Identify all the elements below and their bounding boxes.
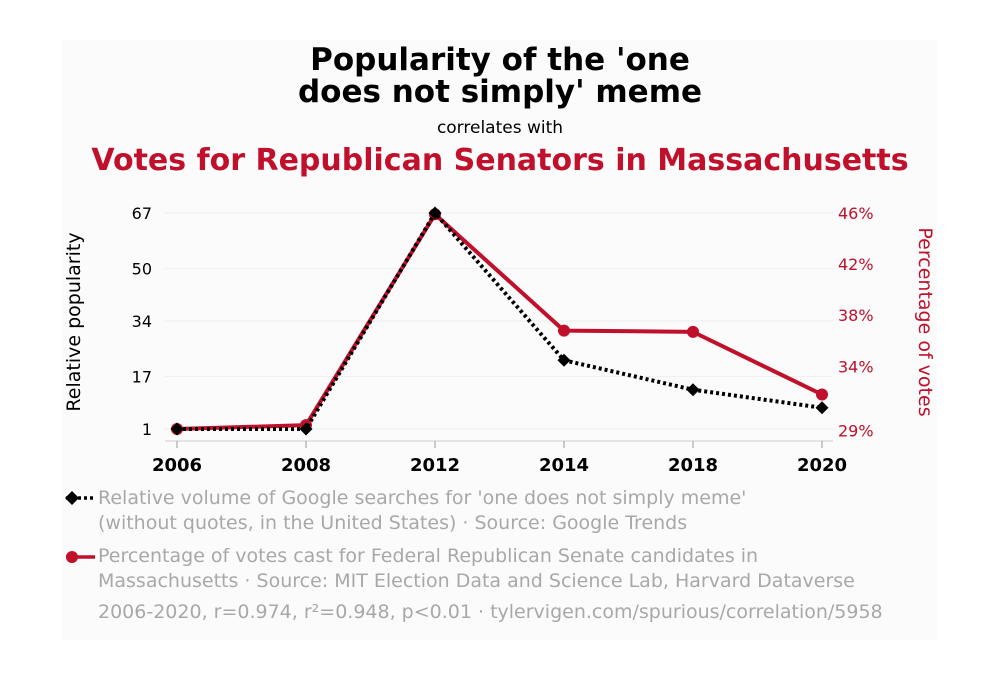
x-tick-label-4: 2018 <box>668 455 718 476</box>
point-popularity-2006 <box>170 422 184 436</box>
y-right-tick-label-2: 38% <box>838 306 874 325</box>
legend-item-series1: Relative volume of Google searches for '… <box>98 486 746 536</box>
y-left-tick-label-3: 50 <box>132 260 152 279</box>
point-popularity-2018 <box>686 383 700 397</box>
y-left-tick-label-1: 17 <box>132 368 152 387</box>
y-axis-left-label: Relative popularity <box>63 232 85 411</box>
legend-series2-line2: Massachusetts · Source: MIT Election Dat… <box>98 570 855 592</box>
y-right-tick-label-1: 34% <box>838 357 874 376</box>
chart-title-line1: Popularity of the 'one <box>310 42 690 78</box>
chart-subtitle: Votes for Republican Senators in Massach… <box>91 143 909 178</box>
point-votes-2014 <box>558 324 570 337</box>
legend-series1-line2: (without quotes, in the United States) ·… <box>98 512 688 534</box>
x-tick-label-5: 2020 <box>797 455 847 476</box>
legend-item-series2: Percentage of votes cast for Federal Rep… <box>98 544 855 594</box>
footnote-stats: 2006-2020, r=0.974, r²=0.948, p<0.01 · t… <box>98 601 883 623</box>
legend-series2-line1: Percentage of votes cast for Federal Rep… <box>98 545 759 567</box>
y-right-tick-label-0: 29% <box>838 421 874 440</box>
series-line-votes <box>176 212 823 431</box>
y-right-tick-label-3: 42% <box>838 255 874 274</box>
y-left-tick-label-0: 1 <box>142 420 152 439</box>
y-axis-right-label: Percentage of votes <box>914 227 936 416</box>
y-left-tick-label-4: 67 <box>132 204 152 223</box>
chart-panel <box>62 40 937 640</box>
legend-marker-series2 <box>66 551 95 563</box>
x-tick-label-0: 2006 <box>152 455 202 476</box>
y-right-tick-label-4: 46% <box>838 204 874 223</box>
point-votes-2018 <box>687 325 699 338</box>
x-tick-label-3: 2014 <box>539 455 589 476</box>
correlates-with-label: correlates with <box>436 118 564 138</box>
point-votes-2020 <box>816 388 828 401</box>
point-popularity-2012 <box>428 206 442 220</box>
legend-marker-series1 <box>65 491 95 505</box>
point-popularity-2014 <box>557 353 571 367</box>
point-popularity-2008 <box>299 422 313 436</box>
x-tick-label-1: 2008 <box>281 455 331 476</box>
x-tick-label-2: 2012 <box>410 455 460 476</box>
chart-title-line2: does not simply' meme <box>297 74 703 110</box>
point-popularity-2020 <box>815 401 829 415</box>
y-left-tick-label-2: 34 <box>132 312 152 331</box>
legend-series1-line1: Relative volume of Google searches for '… <box>98 487 747 509</box>
